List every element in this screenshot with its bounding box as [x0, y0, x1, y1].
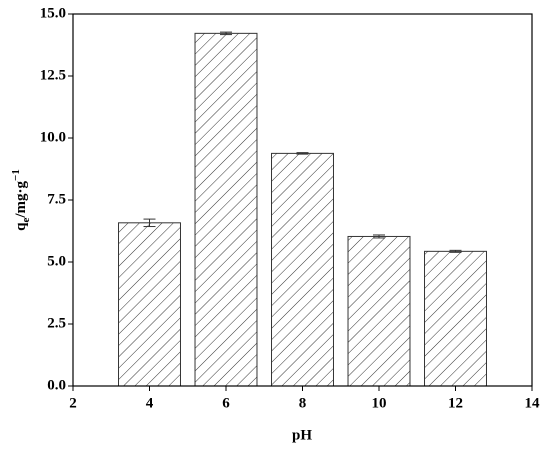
x-tick-label: 10 [372, 395, 387, 411]
x-tick-label: 14 [525, 395, 541, 411]
x-tick-label: 6 [222, 395, 230, 411]
x-tick-label: 2 [69, 395, 77, 411]
y-tick-label: 15.0 [40, 5, 66, 21]
y-label-main: /mg·g [13, 180, 29, 218]
x-axis-label: pH [292, 427, 312, 443]
y-tick-label: 12.5 [40, 67, 66, 83]
y-label-sub: e [20, 218, 32, 223]
x-tick-label: 8 [299, 395, 307, 411]
y-tick-label: 5.0 [47, 253, 66, 269]
x-tick-label: 12 [448, 395, 463, 411]
bar [424, 250, 487, 387]
x-tick-label: 4 [146, 395, 154, 411]
y-label-sup: −1 [10, 169, 22, 181]
bar [271, 152, 334, 387]
y-axis-label: qe/mg·g−1 [10, 169, 32, 231]
y-tick-label: 7.5 [47, 191, 66, 207]
bar [118, 222, 181, 387]
y-tick-label: 10.0 [40, 129, 66, 145]
y-tick-label: 2.5 [47, 315, 66, 331]
y-tick-label: 0.0 [47, 377, 66, 393]
bar [194, 32, 258, 387]
plot-frame [72, 13, 533, 387]
bar [347, 235, 411, 387]
y-label-base: q [13, 222, 29, 231]
